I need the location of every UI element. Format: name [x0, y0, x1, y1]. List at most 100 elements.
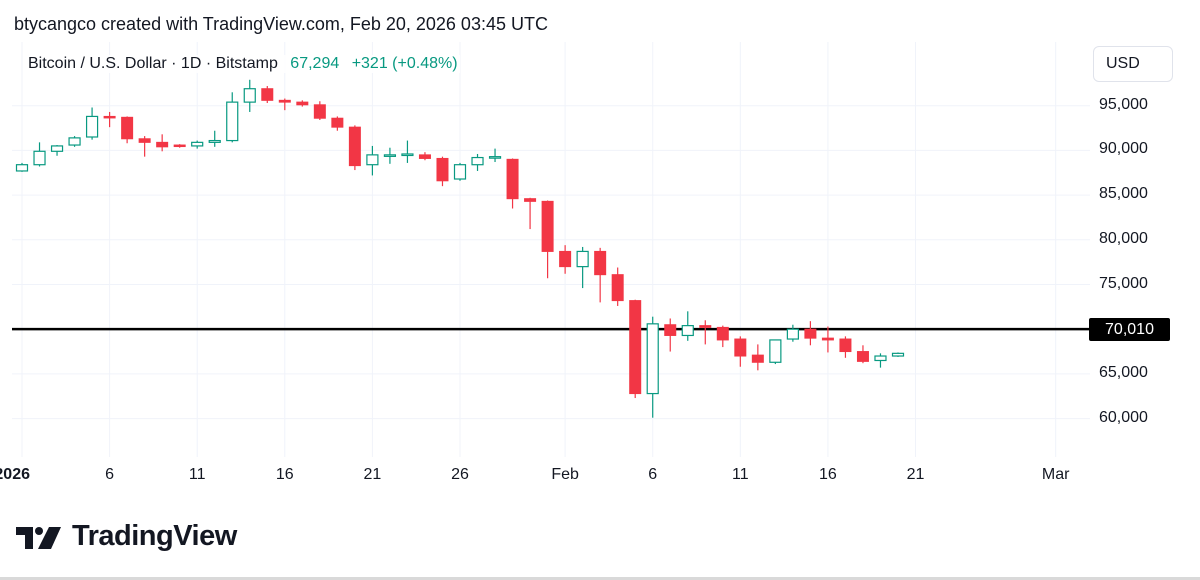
candle-body	[383, 154, 397, 157]
candle-body	[681, 325, 694, 337]
candle-jan-19	[331, 116, 344, 131]
candle-feb-6	[646, 316, 659, 418]
candle-feb-15	[804, 321, 817, 346]
candle-body	[33, 150, 46, 166]
chart-pane[interactable]	[12, 42, 1090, 492]
candle-body	[751, 354, 764, 363]
candle-body	[524, 198, 537, 202]
candle-jan-22	[383, 147, 397, 164]
x-tick-label: 2026	[0, 466, 30, 483]
candle-jan-28	[488, 148, 502, 163]
candle-body	[15, 164, 29, 172]
y-tick-label: 85,000	[1099, 185, 1148, 203]
candle-feb-7	[664, 318, 677, 352]
bottom-divider	[0, 577, 1200, 580]
candle-jan-25	[436, 156, 449, 187]
candle-jan-12	[208, 130, 221, 147]
candle-body	[839, 338, 852, 353]
x-tick-label: 16	[275, 466, 294, 483]
candle-body	[769, 339, 782, 363]
candle-body	[348, 126, 361, 167]
candle-body	[331, 117, 344, 128]
candle-feb-11	[734, 336, 747, 367]
candle-feb-19	[874, 353, 887, 368]
candle-feb-3	[594, 247, 607, 303]
y-tick-label: 95,000	[1099, 95, 1148, 113]
candle-body	[594, 250, 607, 276]
candle-feb-17	[839, 336, 852, 358]
candle-body	[261, 88, 274, 101]
x-tick-label: 6	[105, 466, 115, 483]
candle-body	[786, 328, 799, 340]
currency-button[interactable]: USD	[1093, 46, 1173, 82]
candle-jan-8	[138, 136, 151, 157]
candle-feb-1	[559, 245, 572, 274]
y-tick-label: 80,000	[1099, 229, 1148, 247]
brand-name: TradingView	[72, 520, 237, 552]
chart-caption: btycangco created with TradingView.com, …	[14, 14, 548, 34]
candle-body	[191, 141, 204, 147]
candle-body	[121, 116, 134, 140]
candle-jan-21	[366, 145, 379, 176]
candle-jan-18	[313, 101, 326, 121]
candle-body	[138, 138, 151, 143]
candle-jan-2	[33, 142, 46, 167]
candle-feb-20	[891, 352, 905, 357]
candle-body	[418, 154, 431, 159]
candle-jan-29	[506, 158, 519, 209]
candle-feb-16	[821, 326, 834, 353]
candle-body	[874, 355, 887, 362]
candle-jan-17	[296, 100, 309, 107]
y-tick-label: 60,000	[1099, 408, 1148, 426]
candle-body	[296, 101, 309, 106]
brand-logo[interactable]: TradingView	[16, 520, 237, 553]
candle-body	[716, 326, 729, 341]
candle-body	[576, 250, 589, 268]
candle-body	[208, 139, 221, 143]
candle-feb-13	[769, 339, 782, 365]
candle-body	[541, 200, 554, 252]
candle-jan-31	[541, 200, 554, 279]
tradingview-logo-icon	[16, 526, 61, 549]
candle-feb-4	[611, 267, 624, 306]
y-tick-label: 90,000	[1099, 140, 1148, 158]
candle-body	[699, 325, 712, 328]
candle-feb-2	[576, 246, 589, 289]
x-tick-label: 16	[819, 466, 837, 483]
candle-body	[173, 144, 186, 148]
candle-jan-4	[68, 136, 81, 147]
candle-jan-14	[243, 79, 256, 112]
candle-jan-1	[15, 162, 29, 172]
candle-body	[453, 164, 467, 180]
candle-jan-11	[191, 140, 204, 149]
candle-body	[401, 153, 414, 157]
candle-feb-14	[786, 324, 799, 342]
candle-jan-5	[85, 107, 99, 140]
candle-body	[243, 88, 256, 103]
candle-body	[278, 99, 291, 103]
candle-body	[891, 352, 905, 357]
candle-feb-8	[681, 311, 694, 341]
candle-body	[734, 338, 747, 357]
candle-body	[506, 158, 519, 200]
chart-legend: Bitcoin / U.S. Dollar · 1D · Bitstamp 67…	[26, 55, 460, 73]
candle-body	[611, 274, 624, 302]
candle-feb-12	[751, 344, 764, 371]
candle-feb-9	[699, 320, 712, 345]
candle-jan-13	[226, 92, 239, 143]
x-tick-label: Feb	[551, 466, 579, 483]
candle-body	[313, 104, 326, 119]
candles	[15, 79, 905, 418]
x-tick-label: 6	[648, 466, 658, 483]
candle-jan-3	[50, 145, 64, 156]
candlestick-chart	[12, 42, 1090, 457]
candle-jan-16	[278, 98, 291, 111]
candle-body	[821, 337, 834, 341]
candle-feb-5	[629, 299, 642, 399]
candle-body	[103, 115, 116, 119]
x-tick-label: 11	[732, 466, 749, 483]
candle-jan-23	[401, 140, 414, 163]
candle-jan-27	[471, 153, 484, 171]
candle-body	[804, 328, 817, 339]
candle-jan-10	[173, 144, 186, 148]
